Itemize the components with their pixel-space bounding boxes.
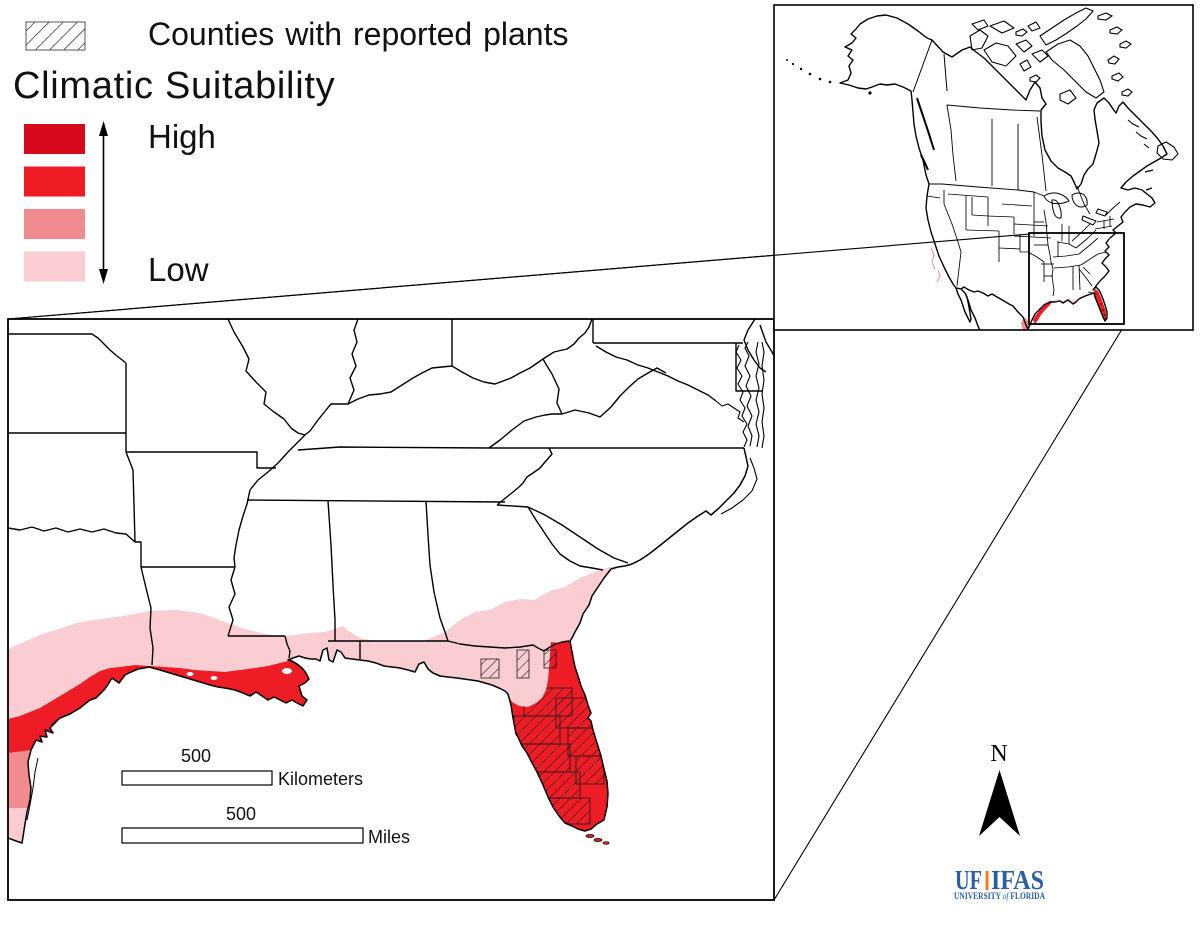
svg-text:IFAS: IFAS (991, 865, 1044, 895)
svg-text:Low: Low (148, 251, 209, 288)
svg-text:500: 500 (181, 746, 211, 766)
svg-text:N: N (990, 741, 1007, 767)
svg-text:Climatic Suitability: Climatic Suitability (13, 65, 335, 107)
svg-text:High: High (148, 118, 216, 155)
svg-text:Counties with reported plants: Counties with reported plants (148, 16, 568, 52)
svg-text:Kilometers: Kilometers (278, 769, 363, 789)
svg-text:UNIVERSITY of FLORIDA: UNIVERSITY of FLORIDA (954, 891, 1045, 901)
svg-text:Miles: Miles (368, 827, 410, 847)
svg-text:500: 500 (226, 804, 256, 824)
svg-text:UF: UF (955, 865, 982, 895)
